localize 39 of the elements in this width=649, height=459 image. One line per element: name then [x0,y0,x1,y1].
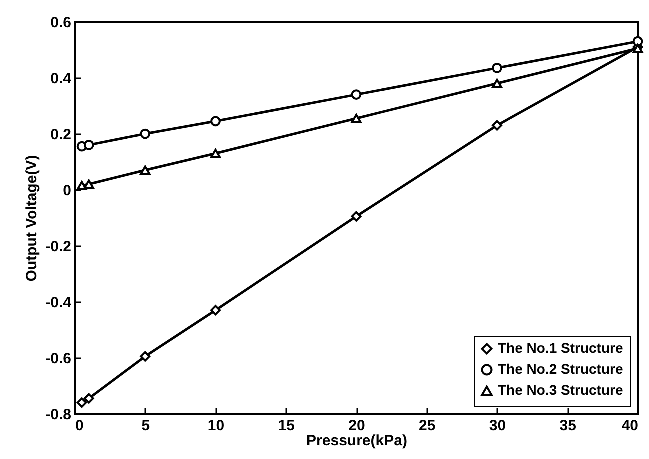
point [492,78,502,88]
point [84,140,94,150]
point [84,393,94,404]
x-tick-label: 15 [278,418,295,434]
point [140,351,151,362]
x-tick-label: 35 [560,418,576,434]
x-tick-label: 25 [419,418,436,434]
point [492,63,502,74]
y-tick-label: -0.6 [46,350,72,368]
point [210,116,221,127]
y-tick-label: 0.4 [50,70,72,88]
point [140,166,151,176]
y-tick-label: 0.2 [50,126,72,144]
point [210,305,221,316]
legend-label: The No.1 Structure [498,340,624,356]
x-tick-label: 20 [348,418,366,434]
x-tick-label: 10 [208,418,225,434]
point [84,180,94,190]
y-tick-label: 0 [63,182,72,200]
point [492,120,502,131]
y-tick-label: -0.8 [46,406,72,424]
y-axis-title: Output Voltage(V) [24,155,41,282]
point [351,211,362,222]
point [76,398,88,408]
x-tick-label: 40 [622,418,638,434]
legend-label: The No.3 Structure [498,382,624,398]
point [210,148,221,158]
x-tick-label: 0 [76,418,84,434]
point [632,36,644,47]
x-tick-label: 30 [489,418,506,434]
x-axis-title: Pressure(kPa) [306,432,408,450]
point [140,128,151,140]
point [351,90,362,100]
y-tick-label: -0.2 [46,238,72,256]
y-tick-label: -0.4 [46,294,72,312]
x-tick-label: 5 [142,418,150,434]
legend-label: The No.2 Structure [498,361,624,377]
point [351,114,362,124]
y-tick-label: 0.6 [50,14,72,32]
